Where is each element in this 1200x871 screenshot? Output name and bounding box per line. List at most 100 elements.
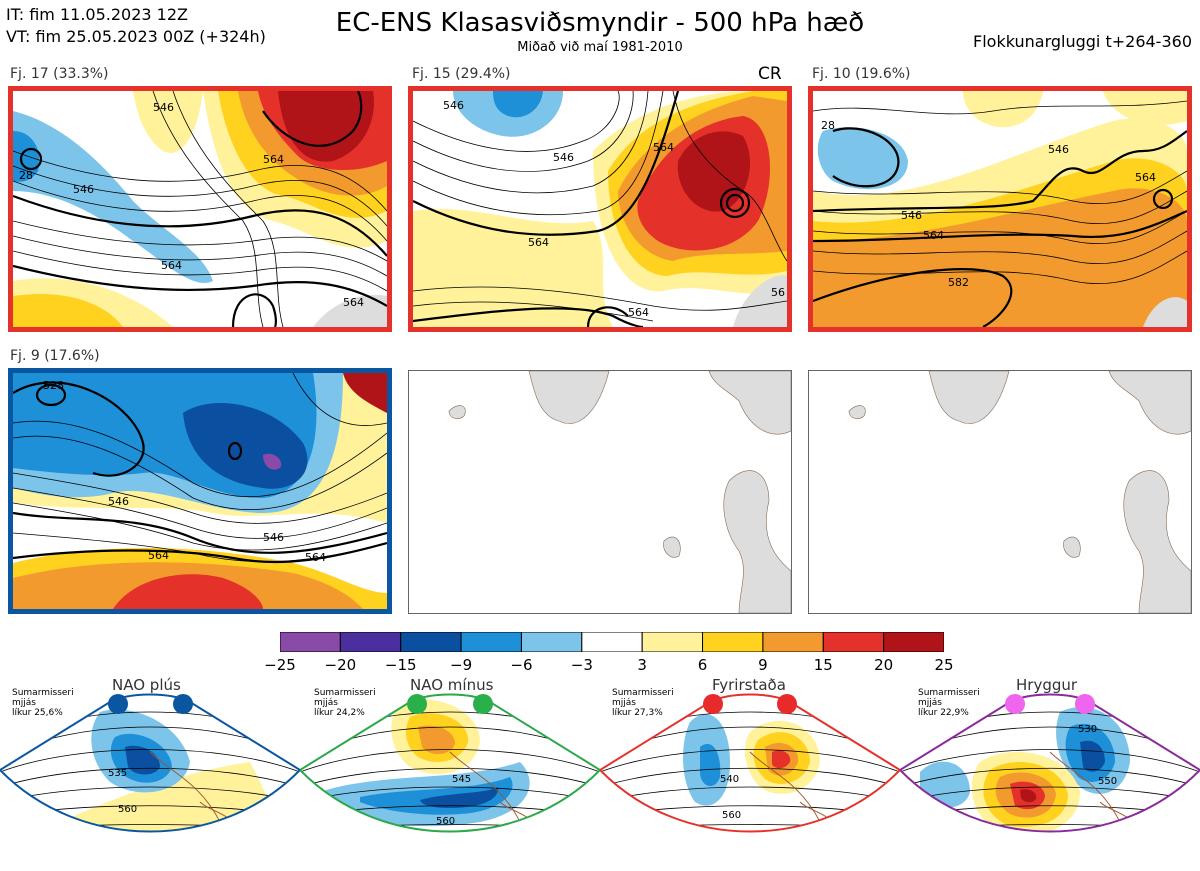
- cluster-map-1: 546 564 564 564 28 546: [8, 86, 392, 332]
- colorbar-segment: [280, 632, 341, 652]
- colorbar-segment: [641, 632, 704, 652]
- regime-season: Sumarmisseri: [12, 688, 74, 698]
- regime-marker: [1075, 694, 1095, 714]
- contour-label: 564: [161, 259, 182, 272]
- colorbar-segment: [520, 632, 583, 652]
- contour-label: 28: [19, 169, 33, 182]
- regime-probability: líkur 27,3%: [612, 708, 663, 718]
- regime-map-blocking: 540 560 575: [600, 693, 900, 845]
- regime-marker: [777, 694, 797, 714]
- regime-marker: [108, 694, 128, 714]
- regime-season: Sumarmisseri: [314, 688, 376, 698]
- colorbar-tick-label: 9: [758, 656, 768, 674]
- classification-window: Flokkunargluggi t+264-360: [973, 32, 1192, 51]
- regime-info-nao-minus: Sumarmisseri mjjás líkur 24,2%: [314, 688, 376, 718]
- colorbar-segment: [762, 632, 824, 652]
- contour-label: 564: [528, 236, 549, 249]
- cluster-map-2: 546 564 564 564 546 56: [408, 86, 792, 332]
- page-title: EC-ENS Klasasviðsmyndir - 500 hPa hæð: [335, 8, 865, 38]
- colorbar-segment: [702, 632, 764, 652]
- contour-label: 530: [1078, 724, 1097, 735]
- cluster-tag-cr: CR: [758, 64, 782, 84]
- regime-title-blocking: Fyrirstaða: [712, 676, 786, 694]
- colorbar-tick-label: −6: [510, 656, 533, 674]
- regime-map-nao-minus: 545 560 575: [300, 693, 600, 861]
- cluster-label-4: Fj. 9 (17.6%): [10, 348, 100, 364]
- colorbar-tick-label: −15: [384, 656, 417, 674]
- contour-label: 550: [1098, 776, 1117, 787]
- regime-probability: líkur 25,6%: [12, 708, 63, 718]
- regime-marker: [173, 694, 193, 714]
- contour-label: 535: [108, 768, 127, 779]
- contour-label: 546: [1048, 143, 1069, 156]
- contour-label: 546: [73, 183, 94, 196]
- contour-label: 564: [305, 551, 326, 564]
- contour-label: 582: [948, 276, 969, 289]
- empty-map-2: [808, 370, 1192, 614]
- regime-probability: líkur 24,2%: [314, 708, 365, 718]
- contour-label: 564: [628, 306, 649, 319]
- regime-info-ridge: Sumarmisseri mjjás líkur 22,9%: [918, 688, 980, 718]
- colorbar-segment: [822, 632, 885, 652]
- cluster-label-3: Fj. 10 (19.6%): [812, 66, 911, 82]
- colorbar-tick-label: −20: [324, 656, 357, 674]
- contour-label: 560: [118, 804, 137, 815]
- contour-label: 56: [771, 286, 785, 299]
- contour-label: 540: [720, 774, 739, 785]
- cluster-map-3: 28 546 564 582 546 564: [808, 86, 1192, 332]
- contour-label: 28: [821, 119, 835, 132]
- contour-label: 575: [446, 850, 465, 861]
- contour-label: 546: [443, 99, 464, 112]
- regime-marker: [1005, 694, 1025, 714]
- contour-label: 564: [343, 296, 364, 309]
- regime-title-ridge: Hryggur: [1016, 676, 1078, 694]
- contour-label: 564: [148, 549, 169, 562]
- contour-label: 528: [43, 379, 64, 392]
- contour-label: 564: [263, 153, 284, 166]
- contour-label: 546: [108, 495, 129, 508]
- contour-label: 546: [153, 101, 174, 114]
- init-time: IT: fim 11.05.2023 12Z: [6, 5, 188, 24]
- contour-label: 564: [653, 141, 674, 154]
- colorbar-tick-label: 15: [813, 656, 833, 674]
- regime-season: Sumarmisseri: [918, 688, 980, 698]
- regime-mean: mjjás: [12, 698, 36, 708]
- regime-info-nao-plus: Sumarmisseri mjjás líkur 25,6%: [12, 688, 74, 718]
- regime-title-nao-plus: NAO plús: [112, 676, 181, 694]
- empty-map-1: [408, 370, 792, 614]
- contour-label: 575: [738, 834, 757, 845]
- page-subtitle: Miðað við maí 1981-2010: [517, 40, 683, 55]
- regime-title-nao-minus: NAO mínus: [410, 676, 494, 694]
- regime-mean: mjjás: [314, 698, 338, 708]
- colorbar-tick-label: −3: [570, 656, 593, 674]
- colorbar-segment: [460, 632, 522, 652]
- run-info: IT: fim 11.05.2023 12Z VT: fim 25.05.202…: [6, 4, 266, 48]
- contour-label: 560: [722, 810, 741, 821]
- regime-marker: [703, 694, 723, 714]
- regime-info-blocking: Sumarmisseri mjjás líkur 27,3%: [612, 688, 674, 718]
- valid-time: VT: fim 25.05.2023 00Z (+324h): [6, 27, 266, 46]
- regime-season: Sumarmisseri: [612, 688, 674, 698]
- colorbar: [280, 632, 944, 652]
- colorbar-segment: [581, 632, 643, 652]
- colorbar-segment: [883, 632, 944, 652]
- regime-map-ridge: 530 550 575: [900, 693, 1200, 849]
- regime-mean: mjjás: [612, 698, 636, 708]
- colorbar-tick-label: 3: [637, 656, 647, 674]
- contour-label: 564: [1135, 171, 1156, 184]
- colorbar-tick-label: 25: [934, 656, 954, 674]
- contour-label: 560: [436, 816, 455, 827]
- contour-label: 546: [553, 151, 574, 164]
- cluster-map-4: 528 546 546 564 564: [8, 368, 392, 614]
- contour-label: 575: [1088, 838, 1107, 849]
- contour-label: 546: [901, 209, 922, 222]
- colorbar-tick-label: −9: [450, 656, 473, 674]
- regime-mean: mjjás: [918, 698, 942, 708]
- colorbar-tick-label: 20: [874, 656, 894, 674]
- cluster-label-2: Fj. 15 (29.4%): [412, 66, 511, 82]
- colorbar-segment: [400, 632, 462, 652]
- regime-map-nao-plus: 535 560: [0, 693, 300, 833]
- contour-label: 564: [923, 229, 944, 242]
- colorbar-tick-label: −25: [264, 656, 296, 674]
- cluster-label-1: Fj. 17 (33.3%): [10, 66, 109, 82]
